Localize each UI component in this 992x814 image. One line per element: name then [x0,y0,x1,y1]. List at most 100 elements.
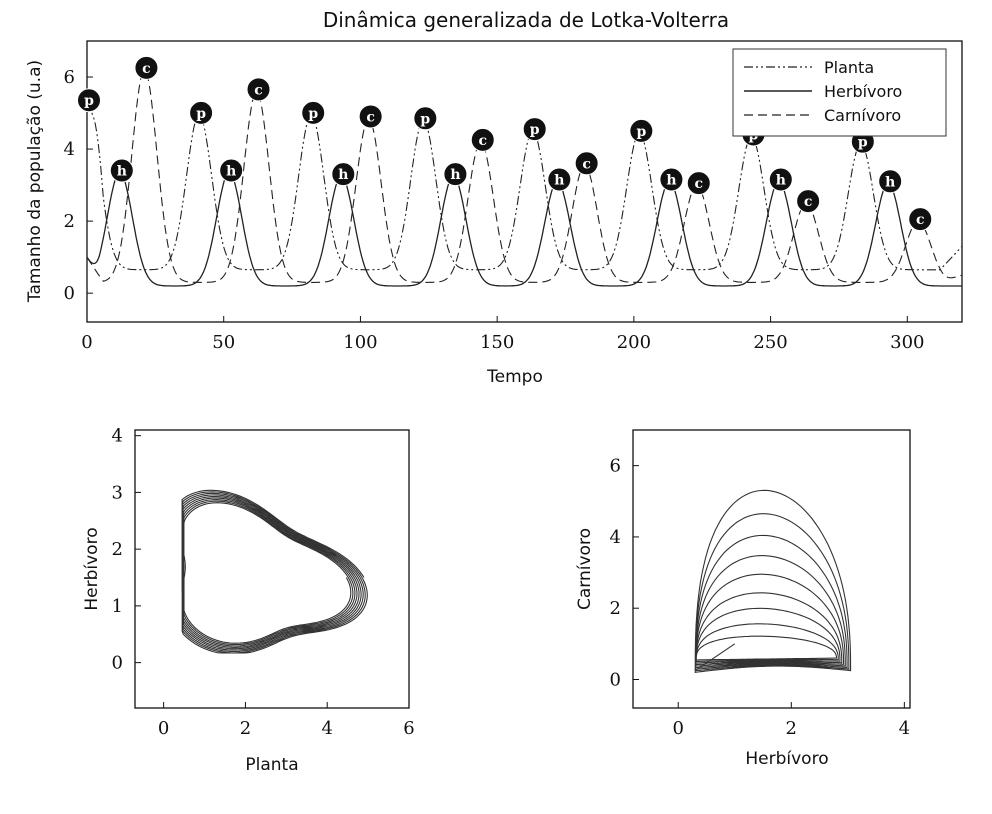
y-tick-label: 4 [112,426,123,447]
x-tick-label: 250 [753,332,787,353]
phase-left-y-label: Herbívoro [82,527,102,610]
peak-marker [908,207,933,232]
peak-marker-label: c [582,156,591,172]
peak-marker [878,169,903,194]
x-tick-label: 4 [321,718,332,739]
x-tick-label: 0 [81,332,92,353]
peak-marker [796,189,821,214]
x-tick-label: 0 [158,718,169,739]
phase-trajectory-right [694,489,852,674]
peak-marker [301,100,326,125]
series-line [86,101,963,271]
peak-marker [522,117,547,142]
phase-plot-right-ticks: 0 2 4 0 2 4 6 [610,456,911,739]
peak-marker [470,127,495,152]
peak-marker-label: p [308,106,318,122]
legend-box [732,48,947,137]
trajectory-line [181,489,368,654]
y-tick-label: 0 [64,283,75,304]
peak-marker [659,167,684,192]
phase-plot-planta-herbivoro: 0 2 4 6 0 1 2 3 4 Planta Herbívoro [82,426,415,775]
phase-right-y-label: Carnívoro [575,528,595,610]
phase-plot-herbivoro-carnivoro: 0 2 4 0 2 4 6 Herbívoro Carnívoro [575,429,911,769]
x-tick-label: 200 [617,332,651,353]
peak-marker-label: c [804,194,813,210]
y-tick-label: 0 [610,669,621,690]
phase-plot-left-frame [134,429,410,709]
peak-marker-label: c [366,109,375,125]
x-tick-label: 4 [899,718,910,739]
peak-marker-label: h [117,163,127,179]
peak-marker-label: c [254,82,263,98]
x-tick-label: 2 [786,718,797,739]
peak-marker [246,77,271,102]
peak-marker [686,171,711,196]
x-tick-label: 300 [890,332,924,353]
peak-marker-label: p [858,135,868,151]
chart-title: Dinâmica generalizada de Lotka-Volterra [323,8,729,32]
legend-label-carnivoro: Carnívoro [824,106,901,125]
legend-label-planta: Planta [824,58,874,77]
peak-marker-label: h [226,163,236,179]
peak-marker [134,55,159,80]
peak-marker [331,162,356,187]
y-tick-label: 3 [112,482,123,503]
peak-marker-label: p [636,124,646,140]
peak-marker [109,158,134,183]
peak-marker [77,88,101,113]
peak-marker [413,106,438,131]
time-series-chart: Dinâmica generalizada de Lotka-Volterra … [25,8,963,387]
y-tick-label: 4 [610,527,621,548]
series-line [86,171,962,287]
peak-marker [443,162,468,187]
x-tick-label: 100 [343,332,377,353]
y-tick-label: 2 [610,598,621,619]
peak-marker-label: h [450,167,460,183]
peak-marker [547,167,572,192]
peak-marker [574,151,599,176]
peak-marker-label: p [84,93,94,109]
peak-marker-label: h [666,173,676,189]
trajectory-line [694,489,852,674]
peak-marker-label: c [916,212,925,228]
peak-marker [629,118,654,143]
series-line [86,69,963,283]
x-tick-label: 6 [403,718,414,739]
time-series-ticks: 0 50 100 150 200 250 300 0 2 4 6 [64,67,925,353]
time-series-plot-frame [86,40,963,323]
y-tick-label: 4 [64,139,75,160]
peak-marker [358,104,383,129]
phase-plot-left-ticks: 0 2 4 6 0 1 2 3 4 [112,426,415,739]
peak-marker-label: h [338,167,348,183]
legend: Planta Herbívoro Carnívoro [732,48,947,137]
x-tick-label: 150 [480,332,514,353]
phase-right-x-label: Herbívoro [745,749,828,769]
phase-plot-right-frame [632,429,911,709]
legend-label-herbivoro: Herbívoro [824,82,902,101]
y-tick-label: 2 [112,539,123,560]
phase-left-x-label: Planta [245,755,298,775]
peak-marker-label: h [776,173,786,189]
peak-marker [219,158,244,183]
y-tick-label: 6 [64,67,75,88]
peak-marker-label: c [695,176,704,192]
x-axis-label: Tempo [486,367,543,387]
x-tick-label: 0 [672,718,683,739]
peak-marker-label: p [530,122,540,138]
y-tick-label: 0 [112,653,123,674]
peak-marker [768,167,793,192]
y-tick-label: 1 [112,596,123,617]
x-tick-label: 50 [212,332,235,353]
y-tick-label: 2 [64,211,75,232]
x-tick-label: 2 [240,718,251,739]
y-axis-label: Tamanho da população (u.a) [25,60,45,303]
peak-marker-label: c [142,61,151,77]
peak-marker-label: p [196,106,206,122]
peak-markers: pppppppphhhhhhhhcccccccc [77,55,933,232]
peak-marker-label: h [885,174,895,190]
peak-marker-label: h [554,173,564,189]
peak-marker-label: p [420,111,430,127]
peak-marker-label: c [478,133,487,149]
y-tick-label: 6 [610,456,621,477]
